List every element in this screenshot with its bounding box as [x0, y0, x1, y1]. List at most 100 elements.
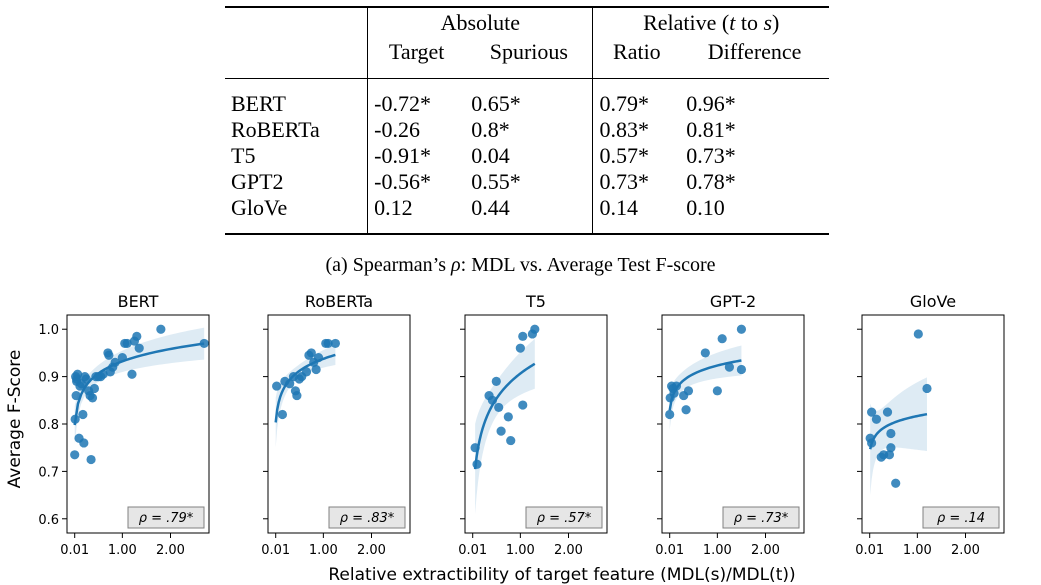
panel-frame	[267, 314, 411, 534]
data-point	[717, 334, 727, 344]
table-caption: (a) Spearman’s ρ: MDL vs. Average Test F…	[325, 254, 716, 276]
panel-t5: T5 0.01 1.00 2.00 ρ = .57*	[458, 292, 608, 558]
confidence-band	[475, 338, 535, 515]
results-table: Absolute Relative (t to s) Target Spurio…	[225, 6, 829, 236]
y-axis-label: Average F-Score	[5, 350, 25, 489]
x-tick-label: 0.01	[458, 543, 487, 558]
table-row: T5 -0.91* 0.04 0.57* 0.73*	[225, 143, 829, 169]
data-point	[156, 324, 166, 334]
panel-glove: GloVe 0.01 1.00 2.00 ρ = .14	[855, 292, 1005, 558]
data-point	[306, 348, 316, 358]
header-ratio: Ratio	[613, 39, 661, 64]
data-point	[78, 409, 88, 420]
rho-annotation-box	[328, 506, 406, 529]
x-tick-label: 2.00	[156, 543, 185, 558]
data-point	[86, 454, 96, 465]
data-point	[313, 353, 324, 363]
panel-title: BERT	[118, 292, 159, 311]
x-tick-label: 2.00	[357, 543, 386, 558]
data-point	[311, 364, 321, 375]
data-point	[117, 353, 127, 363]
x-tick-label: 1.00	[903, 543, 932, 558]
data-point	[871, 414, 882, 424]
cell-spurious: 0.8*	[465, 117, 594, 143]
panel-title: T5	[525, 292, 546, 311]
data-point	[87, 393, 98, 403]
rho-annotation: ρ = .79*	[139, 511, 194, 526]
rho-annotation: ρ = .73*	[734, 511, 789, 526]
fit-line	[868, 412, 928, 450]
cell-target: -0.56*	[374, 169, 431, 194]
x-tick-label: 0.01	[655, 543, 684, 558]
x-tick-label: 0.01	[855, 543, 884, 558]
data-point	[81, 374, 91, 384]
data-point	[891, 478, 901, 488]
data-point	[712, 386, 722, 396]
data-point	[518, 331, 528, 341]
header-difference: Difference	[707, 39, 802, 64]
cell-ratio: 0.83*	[599, 117, 649, 142]
data-point	[70, 414, 80, 424]
scatter-figure: Average F-Score Relative extractibility …	[5, 292, 1005, 585]
data-point	[470, 443, 480, 453]
data-point	[104, 350, 114, 360]
confidence-band	[74, 327, 205, 444]
cell-spurious: 0.44	[465, 195, 594, 221]
header-relative: Relative (t to s)	[643, 10, 780, 35]
data-point	[272, 381, 282, 391]
data-point	[922, 383, 932, 394]
data-point	[515, 343, 525, 353]
cell-ratio: 0.14	[599, 195, 638, 220]
cell-spurious: 0.04	[465, 143, 594, 169]
x-tick-label: 2.00	[751, 543, 780, 558]
table-corner	[225, 8, 369, 38]
data-point	[122, 338, 132, 349]
data-point	[285, 379, 295, 389]
row-model: GPT2	[225, 169, 369, 195]
data-point	[496, 426, 506, 436]
cell-target: 0.12	[374, 195, 413, 220]
rho-annotation-box	[127, 506, 205, 529]
x-tick-label: 1.00	[506, 543, 535, 558]
data-point	[530, 324, 540, 334]
row-model: BERT	[225, 91, 369, 117]
cell-target: -0.26	[374, 117, 420, 142]
cell-difference: 0.73*	[686, 143, 736, 168]
x-tick-label: 1.00	[108, 543, 137, 558]
header-spurious: Spurious	[465, 38, 594, 66]
table-row: GPT2 -0.56* 0.55* 0.73* 0.78*	[225, 169, 829, 195]
rho-annotation-box	[525, 506, 603, 529]
x-tick-label: 0.01	[60, 543, 89, 558]
data-point	[669, 388, 679, 398]
data-point	[665, 409, 675, 420]
data-point	[867, 438, 877, 448]
panel-gpt-2: GPT-2 0.01 1.00 2.00 ρ = .73*	[655, 292, 805, 558]
data-point	[472, 459, 482, 469]
data-point	[70, 450, 80, 460]
data-point	[71, 390, 81, 401]
y-tick-label: 1.0	[38, 323, 59, 338]
panel-frame	[661, 314, 805, 534]
cell-difference: 0.81*	[686, 117, 736, 142]
data-point	[79, 438, 89, 448]
data-point	[671, 381, 682, 391]
panel-title: GloVe	[910, 292, 956, 311]
data-point	[736, 364, 747, 375]
data-point	[724, 362, 734, 372]
y-tick-label: 0.7	[38, 465, 59, 480]
x-axis-label: Relative extractibility of target featur…	[328, 565, 795, 585]
x-tick-label: 1.00	[703, 543, 732, 558]
data-point	[736, 324, 747, 334]
panel-title: GPT-2	[710, 292, 756, 311]
data-point	[98, 369, 108, 379]
data-point	[277, 409, 288, 420]
y-tick-label: 0.9	[38, 371, 59, 386]
data-point	[913, 329, 923, 339]
rho-annotation: ρ = .57*	[537, 511, 592, 526]
data-point	[72, 369, 83, 379]
data-point	[494, 402, 504, 413]
data-point	[886, 443, 896, 453]
data-point	[884, 450, 895, 460]
table-row: GloVe 0.12 0.44 0.14 0.10	[225, 195, 829, 221]
data-point	[518, 400, 528, 410]
